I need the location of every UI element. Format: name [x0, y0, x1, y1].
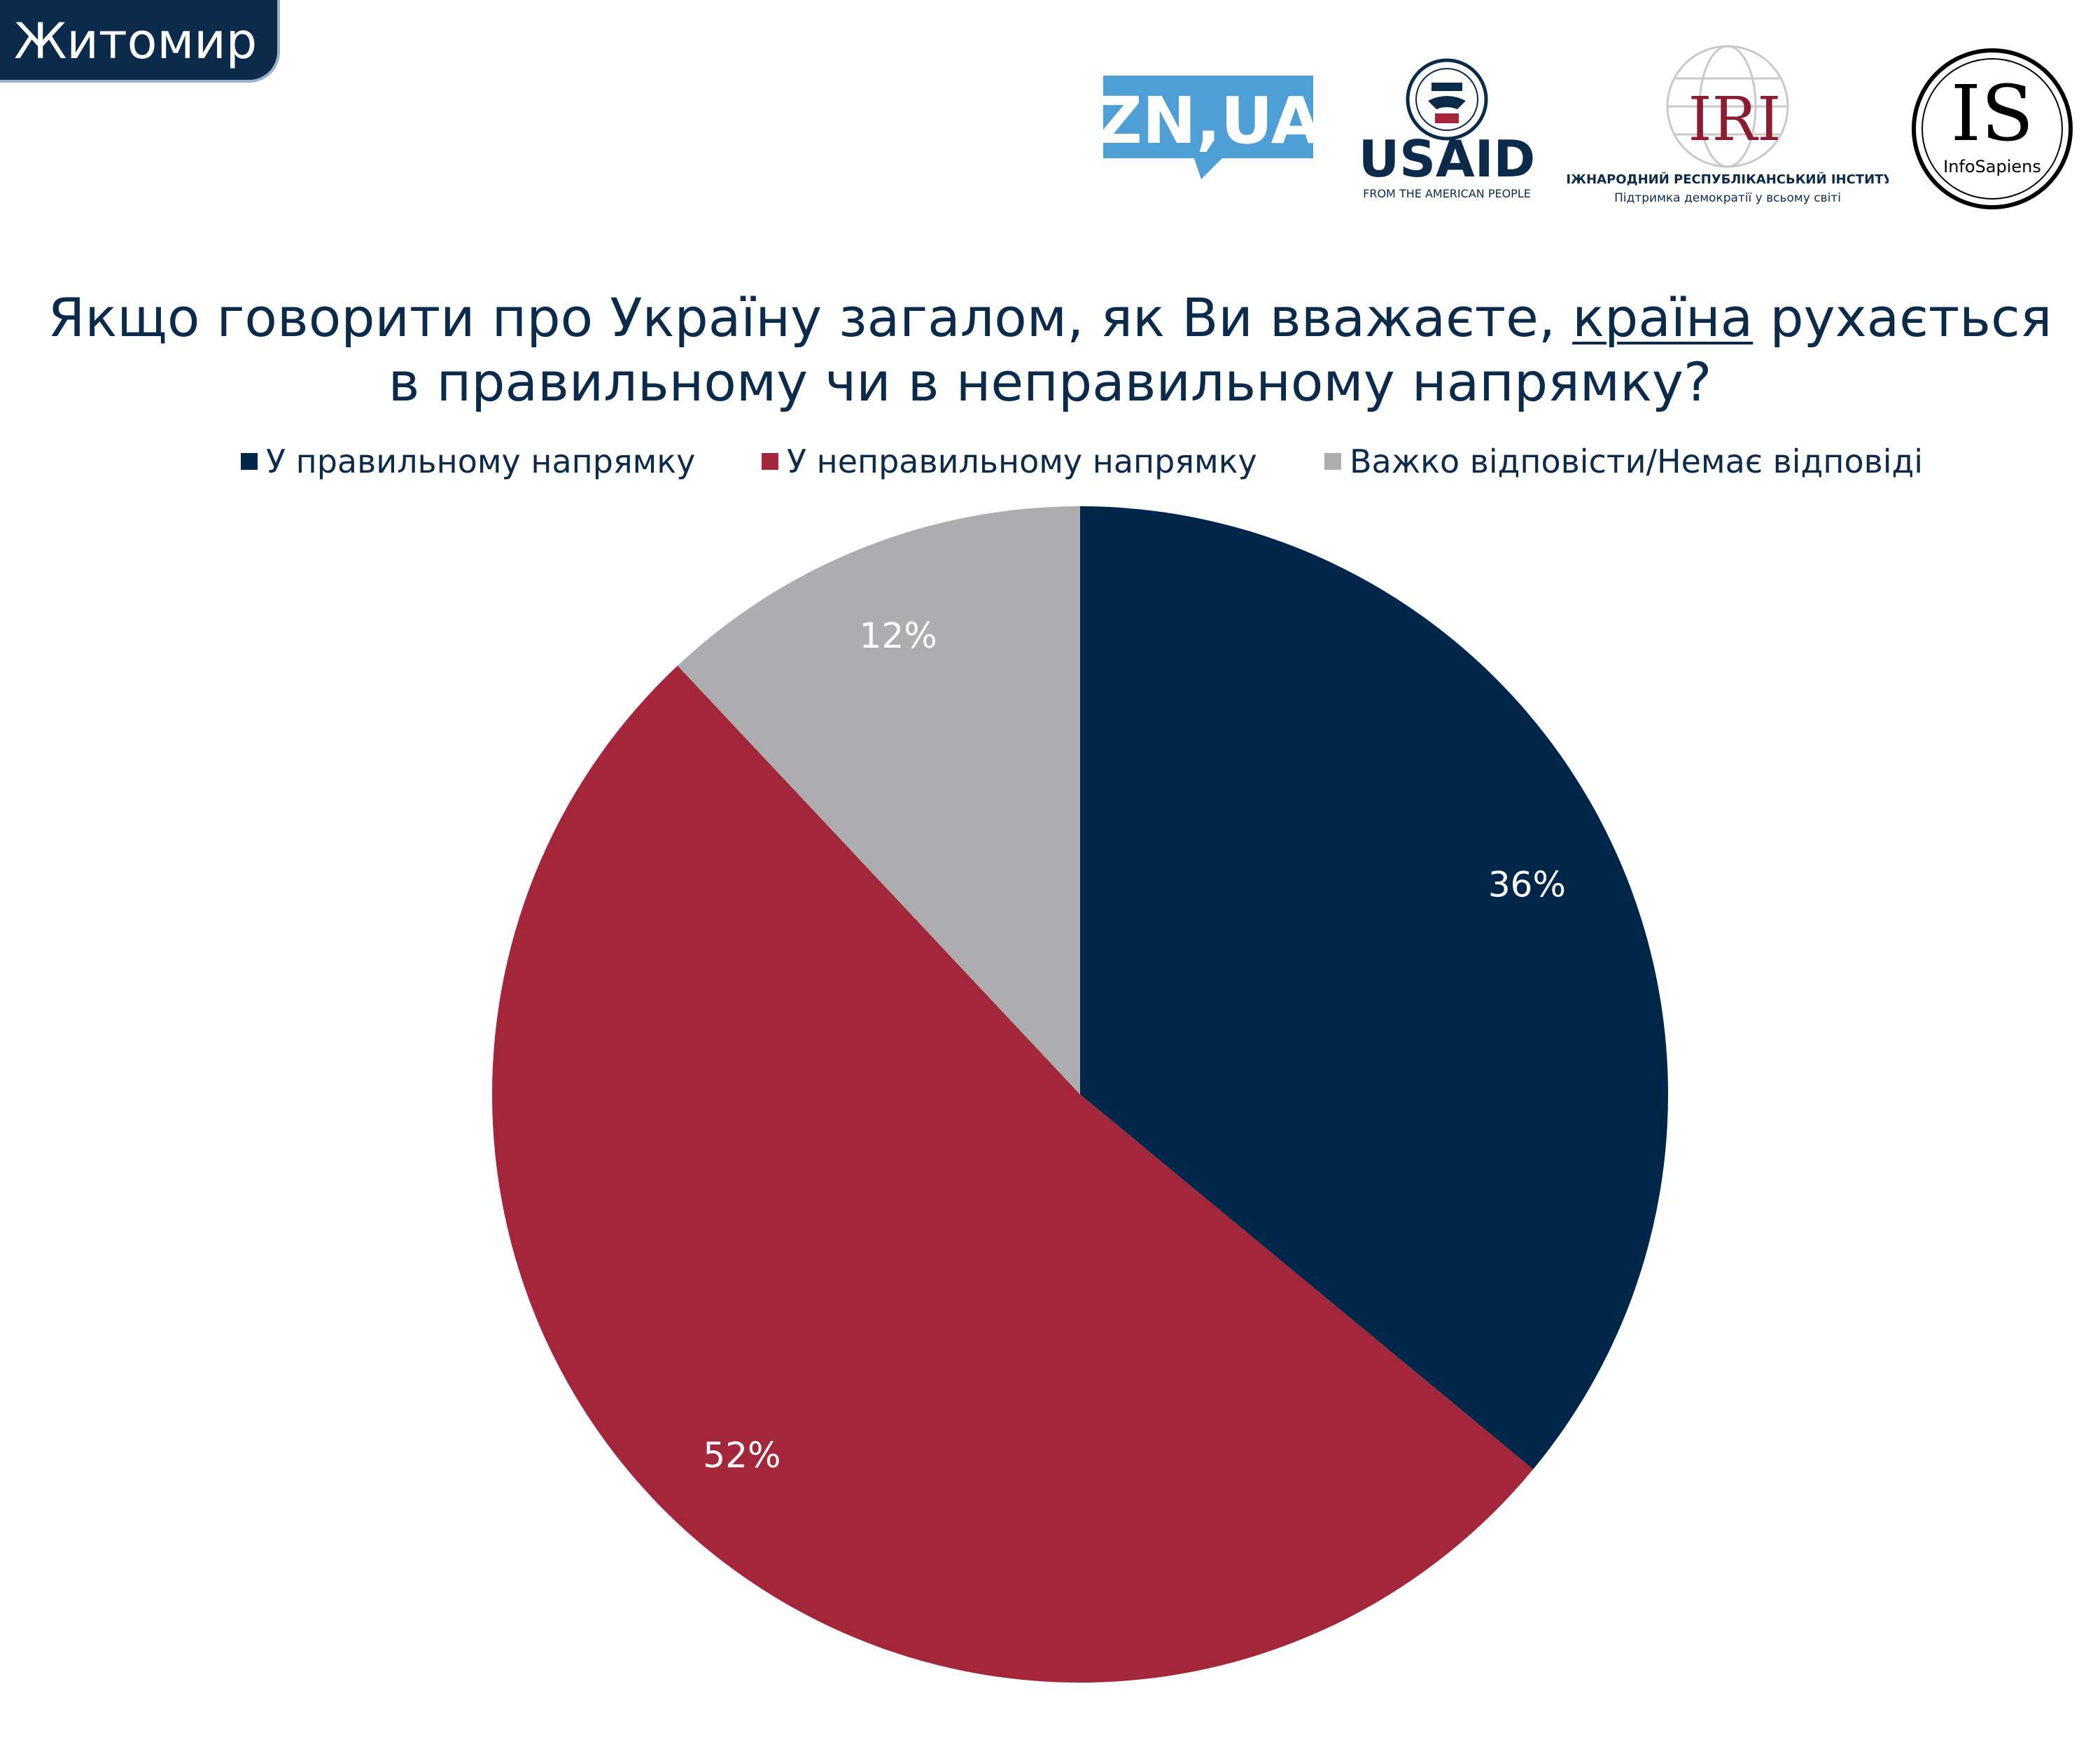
legend-item-wrong: У неправильному напрямку: [762, 443, 1257, 480]
chart-title: Якщо говорити про Україну загалом, як Ви…: [42, 286, 2058, 415]
iri-logo-text: IRI: [1688, 85, 1782, 155]
zn-ua-logo-text: ZN,UA: [1103, 83, 1313, 158]
iri-logo: IRI МІЖНАРОДНИЙ РЕСПУБЛІКАНСЬКИЙ ІНСТИТУ…: [1567, 45, 1889, 205]
chart-title-line2: в правильному чи в неправильному напрямк…: [388, 351, 1712, 413]
legend-swatch: [241, 453, 258, 470]
pie-slice-hard-to-say: [677, 506, 1080, 1094]
legend-label: У неправильному напрямку: [787, 443, 1257, 480]
legend-swatch: [1324, 453, 1341, 470]
chart-title-line1: Якщо говорити про Україну загалом, як Ви…: [42, 286, 2058, 350]
legend-item-correct: У правильному напрямку: [241, 443, 695, 480]
pie-slice-label: 36%: [1488, 865, 1566, 905]
chart-title-line1-b: рухається: [1753, 286, 2052, 349]
usaid-logo-text: USAID: [1359, 130, 1536, 188]
infosapiens-tagline: InfoSapiens: [1943, 157, 2041, 176]
zn-ua-logo: ZN,UA: [1103, 76, 1313, 179]
chart-title-underlined: країна: [1572, 286, 1754, 349]
iri-line1: МІЖНАРОДНИЙ РЕСПУБЛІКАНСЬКИЙ ІНСТИТУТ: [1567, 172, 1889, 187]
legend-swatch: [762, 453, 778, 470]
chart-legend: У правильному напрямку У неправильному н…: [0, 443, 2100, 492]
usaid-logo: USAID FROM THE AMERICAN PEOPLE: [1359, 58, 1536, 200]
usaid-tagline: FROM THE AMERICAN PEOPLE: [1363, 187, 1531, 200]
iri-line2: Підтримка демократії у всьому світі: [1614, 191, 1841, 205]
chart-title-line1-a: Якщо говорити про Україну загалом, як Ви…: [48, 286, 1573, 349]
pie-slice-correct: [1080, 506, 1668, 1470]
pie-slice-label: 12%: [860, 615, 937, 656]
region-name: Житомир: [14, 13, 258, 70]
legend-label: Важко відповісти/Немає відповіді: [1350, 443, 1924, 480]
region-tab: Житомир: [0, 0, 280, 83]
legend-label: У правильному напрямку: [266, 443, 696, 480]
infosapiens-logo: IS InfoSapiens: [1912, 48, 2073, 209]
pie-slice-wrong: [492, 665, 1534, 1683]
infosapiens-logo-text: IS: [1951, 69, 2034, 158]
pie-slice-label: 52%: [703, 1435, 780, 1475]
legend-item-hard-to-say: Важко відповісти/Немає відповіді: [1324, 443, 1923, 480]
